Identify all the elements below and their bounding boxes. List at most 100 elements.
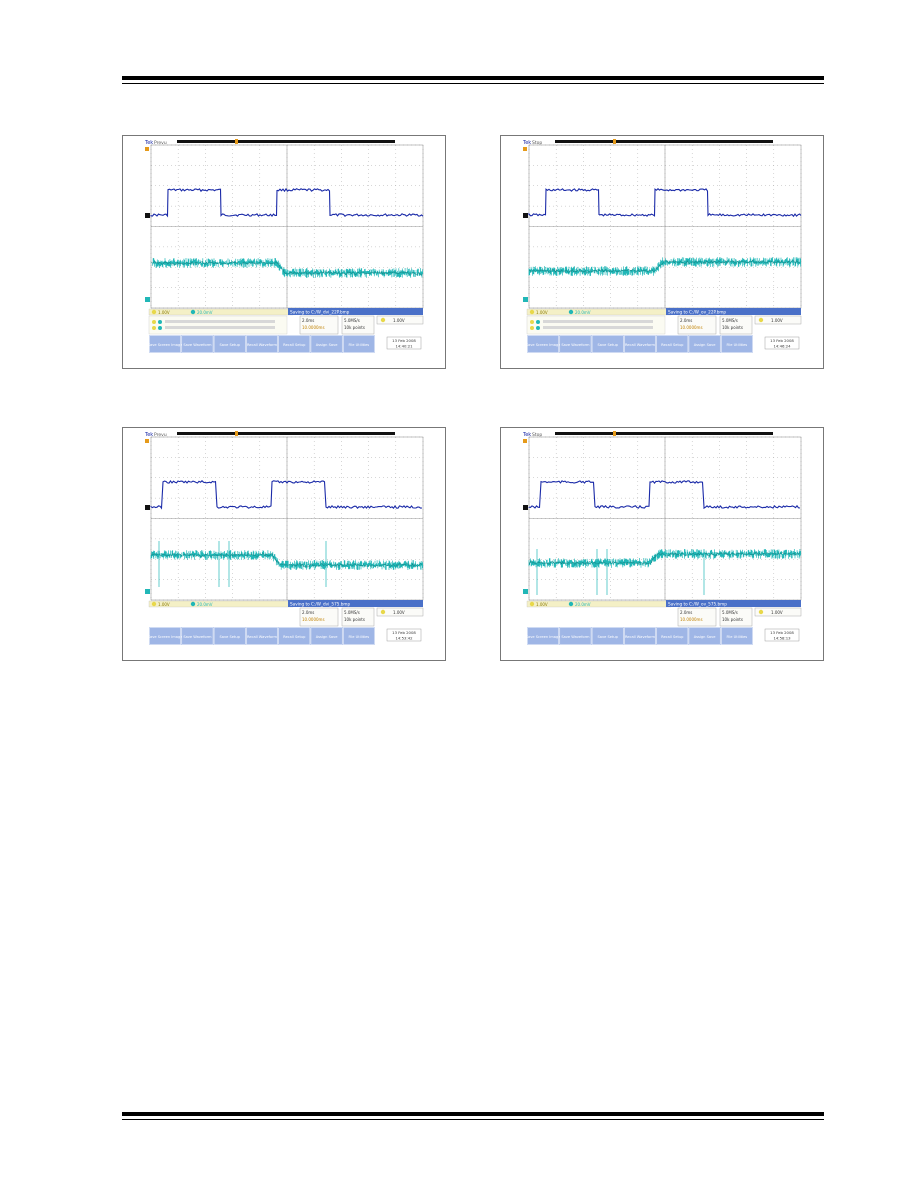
- softkey-button[interactable]: [181, 335, 214, 353]
- softkey-button-label: Save Waveform: [561, 635, 590, 639]
- softkey-button[interactable]: [310, 627, 343, 645]
- timebase-box: [299, 315, 339, 335]
- channel1-ground-marker: [523, 505, 528, 510]
- scope-display: Tek Prevu 1.00V 20.0mV Saving to C:/W_dvi_22…: [144, 139, 424, 353]
- channel1-icon: [151, 309, 157, 315]
- sample-rate-text: 5.0MS/s: [344, 610, 360, 615]
- scope-brand-label: Tek: [144, 432, 153, 438]
- softkey-button[interactable]: [278, 627, 311, 645]
- channel2-mean-trace: [528, 260, 801, 273]
- softkey-button[interactable]: [527, 627, 560, 645]
- timebase-box: [677, 607, 717, 627]
- softkey-button[interactable]: [181, 627, 214, 645]
- date-text: 13 Feb 2008: [770, 630, 794, 635]
- channel1-square-wave-trace: [150, 479, 423, 510]
- graticule: [528, 436, 802, 601]
- softkey-button[interactable]: [342, 627, 375, 645]
- softkey-button-label: Recall Waveform: [247, 343, 278, 347]
- channel2-icon: [190, 309, 196, 315]
- header-rule-thin: [122, 83, 824, 84]
- softkey-button[interactable]: [688, 627, 721, 645]
- softkey-button[interactable]: [278, 335, 311, 353]
- trigger-box: [754, 315, 802, 325]
- softkey-button[interactable]: [527, 335, 560, 353]
- sample-rate-text: 5.0MS/s: [344, 318, 360, 323]
- measurement-channel2-icon: [158, 320, 162, 324]
- footer-rule-thin: [122, 1119, 824, 1120]
- graticule-border: [150, 144, 424, 309]
- softkey-button-label: Save Setup: [219, 343, 240, 347]
- trigger-box: [376, 607, 424, 617]
- softkey-button[interactable]: [213, 335, 246, 353]
- softkey-button[interactable]: [720, 335, 753, 353]
- softkey-button[interactable]: [656, 627, 689, 645]
- softkey-button-label: Save Screen Image: [526, 635, 562, 639]
- softkey-button[interactable]: [149, 627, 182, 645]
- measurement-channel1-icon: [152, 326, 156, 330]
- channel2-icon: [568, 309, 574, 315]
- datetime-box: [386, 628, 422, 642]
- softkey-button[interactable]: [559, 335, 592, 353]
- softkey-button[interactable]: [624, 627, 656, 645]
- measurement-channel1-icon: [152, 320, 156, 324]
- scope-brand-label: Tek: [522, 432, 531, 438]
- trigger-source-icon: [758, 609, 764, 615]
- timebase-box: [299, 607, 339, 627]
- softkey-button[interactable]: [720, 627, 753, 645]
- softkey-button[interactable]: [213, 627, 246, 645]
- softkey-button[interactable]: [591, 627, 624, 645]
- softkey-button[interactable]: [310, 335, 343, 353]
- softkey-button[interactable]: [149, 335, 182, 353]
- graticule-border: [528, 144, 802, 309]
- measurement-channel1-icon: [530, 320, 534, 324]
- graticule-border: [528, 436, 802, 601]
- softkey-button-label: Recall Waveform: [625, 635, 656, 639]
- softkey-button-label: Save Waveform: [183, 343, 212, 347]
- time-text: 14:40:21: [395, 344, 413, 349]
- trigger-level-text: 1.00V: [771, 318, 783, 323]
- sample-rate-box: [719, 315, 753, 335]
- time-text: 14:53:42: [395, 636, 413, 641]
- sample-rate-text: 5.0MS/s: [722, 610, 738, 615]
- channel-scale-strip: [526, 600, 672, 608]
- channel1-scale-text: 1.00V: [158, 310, 170, 315]
- softkey-button-label: Assign Save: [694, 343, 717, 347]
- softkey-button[interactable]: [688, 335, 721, 353]
- channel2-scale-text: 20.0mV: [197, 602, 213, 607]
- record-length-bar: [555, 432, 773, 435]
- save-status-bar: [288, 308, 423, 315]
- trigger-level-text: 1.00V: [393, 610, 405, 615]
- time-per-division-text: 2.0ms: [680, 318, 692, 323]
- softkey-button[interactable]: [246, 335, 278, 353]
- softkey-button-label: Save Waveform: [183, 635, 212, 639]
- softkey-button[interactable]: [656, 335, 689, 353]
- softkey-button[interactable]: [559, 627, 592, 645]
- time-text: 14:58:13: [773, 636, 791, 641]
- trigger-box: [376, 315, 424, 325]
- softkey-button[interactable]: [342, 335, 375, 353]
- graticule: [150, 144, 424, 309]
- record-length-bar: [555, 140, 773, 143]
- softkey-button[interactable]: [624, 335, 656, 353]
- softkey-button-label: Recall Setup: [283, 635, 306, 639]
- measurement-panel: [526, 315, 666, 335]
- footer-rule-thick: [122, 1112, 824, 1116]
- save-status-bar: [288, 600, 423, 607]
- measurement-row: [165, 320, 275, 323]
- sample-rate-text: 5.0MS/s: [722, 318, 738, 323]
- trigger-position-text: 10.0000ms: [680, 325, 703, 330]
- channel1-square-wave-trace: [150, 187, 424, 218]
- trigger-level-marker: [145, 439, 149, 443]
- channel2-ground-marker: [145, 297, 150, 302]
- trigger-position-marker: [613, 139, 616, 144]
- measurement-row: [543, 326, 653, 329]
- channel2-icon: [568, 601, 574, 607]
- datetime-box: [764, 628, 800, 642]
- softkey-button-label: Recall Setup: [283, 343, 306, 347]
- header-rule-thick: [122, 76, 824, 80]
- softkey-button[interactable]: [591, 335, 624, 353]
- trigger-source-icon: [758, 317, 764, 323]
- softkey-button[interactable]: [246, 627, 278, 645]
- record-length-text: 10k points: [722, 325, 743, 330]
- softkey-button-label: File Utilities: [727, 635, 748, 639]
